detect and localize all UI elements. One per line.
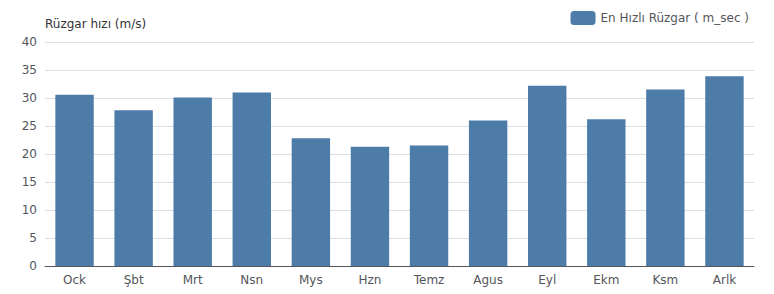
svg-text:5: 5 bbox=[29, 231, 37, 245]
svg-text:Rüzgar hızı (m/s): Rüzgar hızı (m/s) bbox=[45, 17, 146, 31]
svg-text:Ksm: Ksm bbox=[652, 273, 678, 287]
svg-text:Temz: Temz bbox=[413, 273, 445, 287]
svg-text:10: 10 bbox=[22, 203, 37, 217]
svg-text:20: 20 bbox=[22, 147, 37, 161]
svg-text:40: 40 bbox=[22, 35, 37, 49]
svg-text:En Hızlı Rüzgar ( m_sec ): En Hızlı Rüzgar ( m_sec ) bbox=[601, 11, 749, 25]
svg-text:Mrt: Mrt bbox=[183, 273, 203, 287]
svg-text:Şbt: Şbt bbox=[124, 273, 144, 287]
svg-text:Nsn: Nsn bbox=[240, 273, 263, 287]
svg-text:15: 15 bbox=[22, 175, 37, 189]
svg-text:25: 25 bbox=[22, 119, 37, 133]
svg-text:0: 0 bbox=[29, 259, 37, 273]
svg-text:30: 30 bbox=[22, 91, 37, 105]
svg-text:35: 35 bbox=[22, 63, 37, 77]
svg-text:Agus: Agus bbox=[473, 273, 503, 287]
svg-text:Ock: Ock bbox=[63, 273, 86, 287]
svg-text:Arlk: Arlk bbox=[713, 273, 736, 287]
svg-text:Hzn: Hzn bbox=[358, 273, 381, 287]
svg-text:Ekm: Ekm bbox=[593, 273, 619, 287]
svg-text:Eyl: Eyl bbox=[538, 273, 556, 287]
svg-text:Mys: Mys bbox=[299, 273, 323, 287]
